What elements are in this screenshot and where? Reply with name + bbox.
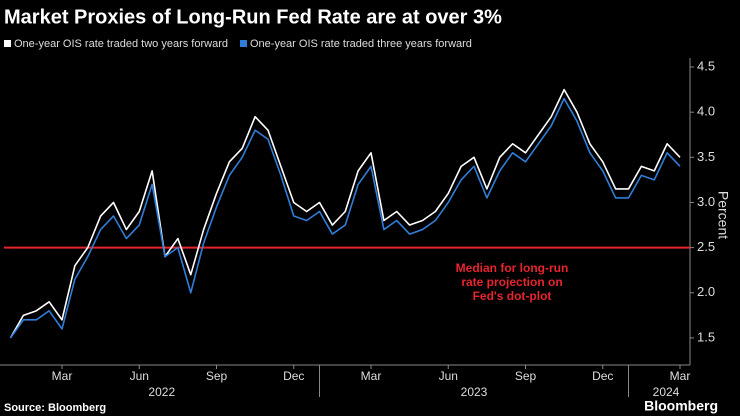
y-tick-label: 1.5 bbox=[697, 329, 715, 344]
y-axis-label: Percent bbox=[715, 191, 731, 239]
y-tick-label: 3.0 bbox=[697, 194, 715, 209]
x-tick-label: Mar bbox=[361, 369, 382, 383]
reference-label: Median for long-run bbox=[456, 261, 569, 275]
series-line bbox=[9, 97, 681, 339]
y-tick-label: 4.5 bbox=[697, 58, 715, 73]
x-tick-label: Jun bbox=[439, 369, 458, 383]
legend-swatch bbox=[239, 40, 247, 47]
legend-label: One-year OIS rate traded three years for… bbox=[250, 38, 472, 50]
year-label: 2024 bbox=[653, 385, 680, 399]
brand: Bloomberg bbox=[644, 398, 718, 414]
legend-swatch bbox=[4, 40, 11, 47]
year-label: 2022 bbox=[148, 385, 175, 399]
year-label: 2023 bbox=[461, 385, 488, 399]
x-tick-label: Mar bbox=[52, 369, 73, 383]
x-tick-label: Dec bbox=[592, 369, 613, 383]
x-tick-label: Jun bbox=[130, 369, 149, 383]
x-tick-label: Sep bbox=[206, 369, 228, 383]
y-tick-label: 3.5 bbox=[697, 149, 715, 164]
legend-label: One-year OIS rate traded two years forwa… bbox=[14, 38, 228, 50]
x-tick-label: Mar bbox=[670, 369, 691, 383]
reference-label: rate projection on bbox=[461, 275, 562, 289]
y-tick-label: 2.5 bbox=[697, 239, 715, 254]
reference-label: Fed's dot-plot bbox=[473, 289, 552, 303]
y-tick-label: 2.0 bbox=[697, 284, 715, 299]
source: Source: Bloomberg bbox=[4, 402, 106, 414]
series-line bbox=[9, 88, 681, 339]
x-tick-label: Sep bbox=[515, 369, 537, 383]
chart-title: Market Proxies of Long-Run Fed Rate are … bbox=[4, 6, 502, 28]
x-tick-label: Dec bbox=[283, 369, 304, 383]
y-tick-label: 4.0 bbox=[697, 104, 715, 119]
